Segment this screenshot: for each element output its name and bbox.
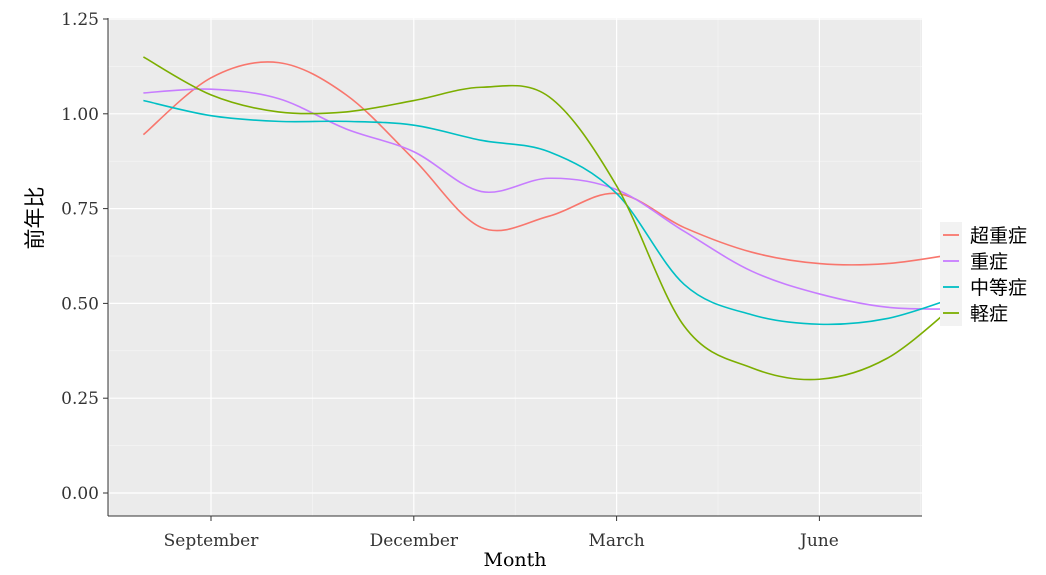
- legend-label: 中等症: [970, 277, 1027, 299]
- legend-label: 軽症: [970, 303, 1008, 325]
- minor-gridlines: [108, 18, 922, 516]
- x-axis-ticks: September December March June: [164, 516, 839, 551]
- y-tick-label: 0.00: [61, 484, 99, 504]
- x-tick-label: December: [370, 531, 459, 551]
- x-tick-label: June: [798, 531, 839, 551]
- y-axis-title: 前年比: [23, 187, 47, 250]
- series-line-1: [142, 61, 955, 266]
- x-axis-title: Month: [483, 549, 546, 570]
- series-line-4: [143, 56, 956, 381]
- x-tick-label: March: [589, 531, 645, 551]
- y-tick-label: 0.25: [61, 389, 99, 409]
- series-lines: [142, 56, 956, 381]
- series-line-3: [143, 99, 955, 326]
- legend-label: 重症: [970, 251, 1008, 273]
- legend-label: 超重症: [970, 225, 1027, 247]
- x-tick-label: September: [164, 531, 260, 551]
- axis-lines: [107, 18, 922, 517]
- y-axis-ticks: 0.00 0.25 0.50 0.75 1.00 1.25: [61, 10, 108, 504]
- series-line-2: [143, 88, 955, 310]
- y-tick-label: 1.00: [61, 105, 99, 125]
- y-tick-label: 0.75: [61, 200, 99, 220]
- y-tick-label: 1.25: [61, 10, 99, 30]
- y-tick-label: 0.50: [61, 294, 99, 314]
